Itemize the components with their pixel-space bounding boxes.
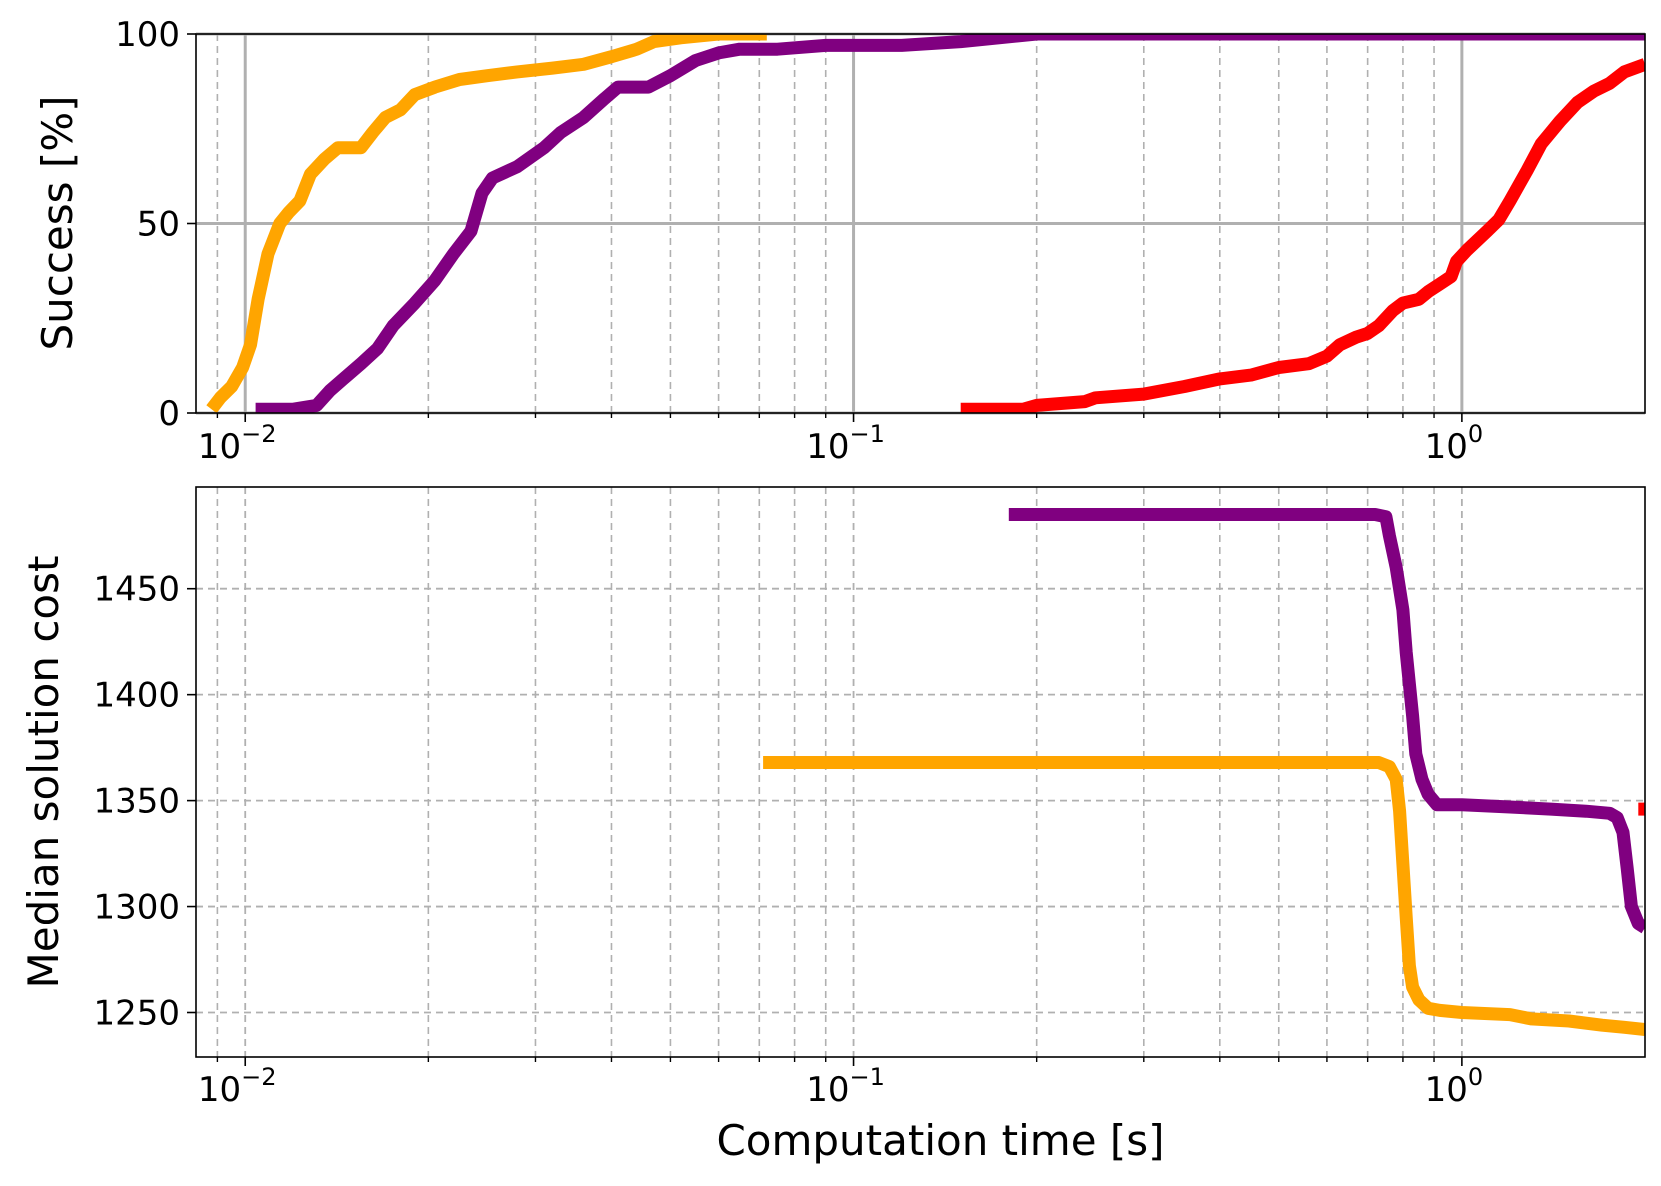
x-ticks: 10−2 10−1 100: [198, 413, 1483, 467]
series-line-1: [763, 756, 1645, 1036]
x-ticks: 10−2 10−1 100: [198, 1057, 1483, 1110]
y-tick-label: 1300: [93, 888, 180, 928]
x-tick-label: 100: [1425, 420, 1484, 467]
y-tick-label: 1250: [93, 994, 180, 1034]
median-cost-panel: 10−2 10−1 100 1250 1300 1350 1400 1450 Median so…: [19, 486, 1646, 1165]
success-panel: 10−2 10−1 100 0 50 100 Success [%]: [33, 15, 1646, 467]
series-group: [763, 508, 1645, 1036]
y-ticks: 1250 1300 1350 1400 1450: [93, 570, 196, 1034]
y-tick-label: 100: [115, 15, 180, 55]
series-group: [206, 34, 1645, 413]
series-line-1: [255, 34, 1645, 413]
x-tick-label: 10−1: [806, 420, 885, 467]
y-tick-label: 0: [158, 394, 180, 434]
x-tick-label: 100: [1425, 1063, 1484, 1110]
y-tick-label: 1400: [93, 676, 180, 716]
series-line-2: [960, 58, 1645, 413]
y-ticks: 0 50 100: [115, 15, 196, 434]
plot-frame: [195, 486, 1646, 1058]
x-tick-label: 10−2: [198, 420, 277, 467]
y-axis-label: Success [%]: [33, 95, 82, 350]
gridlines: [196, 487, 1645, 1057]
y-tick-label: 50: [137, 205, 180, 245]
y-axis-label: Median solution cost: [19, 556, 68, 989]
series-line-0: [206, 34, 767, 413]
series-line-0: [1008, 508, 1645, 934]
x-tick-label: 10−2: [198, 1063, 277, 1110]
x-axis-label: Computation time [s]: [716, 1116, 1164, 1165]
y-tick-label: 1350: [93, 782, 180, 822]
y-tick-label: 1450: [93, 570, 180, 610]
x-tick-label: 10−1: [806, 1063, 885, 1110]
